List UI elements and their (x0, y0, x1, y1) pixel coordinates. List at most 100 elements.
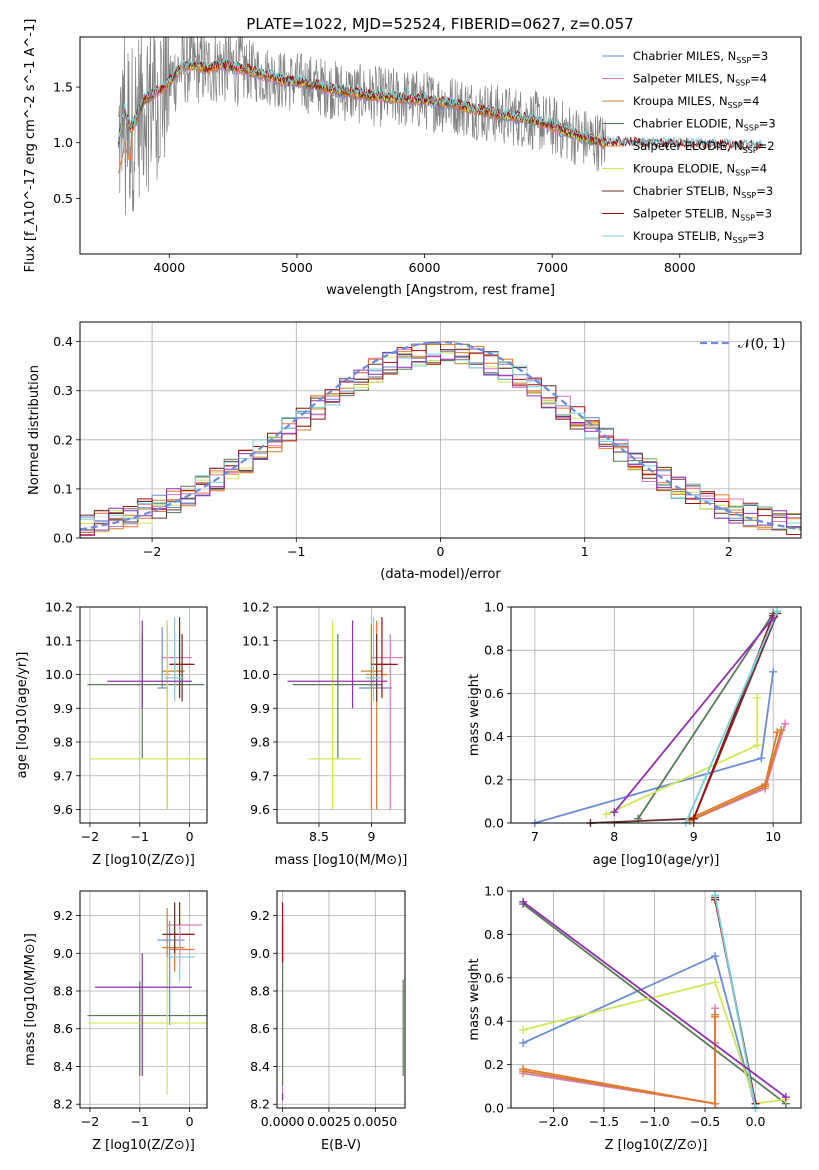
legend-entry: Salpeter MILES, NSSP=4 (633, 72, 767, 88)
plus-marker (761, 780, 770, 789)
legend-entry: Chabrier STELIB, NSSP=3 (633, 184, 773, 200)
x-tick-label: −0.5 (690, 1114, 720, 1129)
y-tick-label: 0.8 (484, 643, 504, 658)
legend-entry: Salpeter STELIB, NSSP=3 (633, 207, 772, 223)
spectrum-plot (117, 37, 763, 216)
series-line (637, 613, 774, 820)
plus-marker (711, 891, 720, 900)
residuals-xlabel: (data-model)/error (380, 567, 501, 582)
legend-entry: Kroupa ELODIE, NSSP=4 (633, 162, 767, 178)
x-tick-label: 5000 (281, 260, 313, 275)
series-line (522, 954, 757, 1109)
y-tick-label: 0.0 (53, 531, 73, 546)
plus-marker (781, 719, 790, 728)
residuals-axes: −2 −1 0 1 2 0.0 0.1 0.2 0.3 0.4 (53, 322, 801, 559)
legend-entry: Chabrier ELODIE, NSSP=3 (633, 117, 776, 133)
x-tick-label: −2 (81, 829, 99, 844)
x-tick-label: 8000 (664, 260, 696, 275)
y-tick-label: 8.4 (250, 1059, 270, 1074)
plus-marker (769, 613, 778, 622)
residuals-legend: 𝒩(0, 1) (700, 337, 785, 352)
model-line-salpeter-stelib (117, 57, 763, 151)
x-tick-label: 4000 (153, 260, 185, 275)
x-tick-label: 7000 (536, 260, 568, 275)
age_vs_weight-ylabel: mass weight (467, 674, 482, 756)
y-tick-label: 9.2 (53, 908, 73, 923)
y-tick-label: 1.0 (53, 135, 73, 150)
mass_vs_age-xlabel: mass [log10(M/M⊙)] (275, 853, 408, 868)
plus-marker (711, 1012, 720, 1021)
plus-marker (711, 1099, 720, 1108)
spectrum-frame (79, 36, 802, 255)
gaussian-curve (80, 341, 801, 531)
spectrum-xlabel: wavelength [Angstrom, rest frame] (326, 283, 555, 298)
legend-entry: 𝒩(0, 1) (738, 337, 785, 352)
legend-entry: Kroupa STELIB, NSSP=3 (633, 229, 764, 245)
series-line (689, 723, 786, 822)
y-tick-label: 1.5 (53, 80, 73, 95)
residuals-plot (80, 341, 801, 536)
y-tick-label: 0.2 (484, 1057, 504, 1072)
age_vs_weight-frame (510, 606, 802, 824)
plus-marker (769, 667, 778, 676)
x-tick-label: 0 (437, 544, 445, 559)
age_vs_weight-xlabel: age [log10(age/yr)] (593, 853, 720, 868)
figure-title: PLATE=1022, MJD=52524, FIBERID=0627, z=0… (246, 15, 633, 33)
y-tick-label: 9.9 (53, 701, 73, 716)
x-tick-label: 9 (690, 829, 698, 844)
y-tick-label: 9.8 (250, 735, 270, 750)
x-tick-label: −1.0 (639, 1114, 669, 1129)
Z_vs_weight-series (519, 891, 790, 1112)
x-tick-label: 7 (531, 829, 539, 844)
Z_vs_weight-frame (510, 890, 802, 1109)
y-tick-label: 8.6 (53, 1021, 73, 1036)
plus-marker (773, 607, 782, 616)
mass_vs_age-points (287, 617, 403, 810)
y-tick-label: 9.9 (250, 701, 270, 716)
legend-entry: Salpeter ELODIE, NSSP=2 (633, 139, 775, 155)
plus-marker (753, 693, 762, 702)
plus-marker (519, 1064, 528, 1073)
series-line (613, 617, 774, 813)
histogram-step-kroupa-stelib (80, 351, 801, 530)
y-tick-label: 0.4 (484, 729, 504, 744)
x-tick-label: 0.0050 (353, 1114, 397, 1129)
series-line (522, 981, 786, 1105)
ebv_vs_mass-points (281, 902, 404, 1101)
y-tick-label: 9.7 (250, 768, 270, 783)
plus-marker (689, 814, 698, 823)
plus-marker (757, 754, 766, 763)
legend-entry: Chabrier MILES, NSSP=3 (633, 49, 768, 65)
x-tick-label: 9 (367, 829, 375, 844)
x-tick-label: −2 (81, 1114, 99, 1129)
x-tick-label: −2.0 (538, 1114, 568, 1129)
y-tick-label: 9.2 (250, 908, 270, 923)
y-tick-label: 0.0 (484, 816, 504, 831)
x-tick-label: −1 (131, 1114, 149, 1129)
x-tick-label: 8 (610, 829, 618, 844)
y-tick-label: 9.6 (250, 802, 270, 817)
Z_vs_age-frame (79, 606, 208, 824)
y-tick-label: 9.7 (53, 768, 73, 783)
y-tick-label: 10.2 (45, 600, 73, 615)
Z_vs_weight-xlabel: Z [log10(Z/Z⊙)] (605, 1138, 708, 1153)
y-tick-label: 0.2 (53, 432, 73, 447)
plus-marker (753, 741, 762, 750)
Z_vs_age-axes: −2 −1 0 9.6 9.7 9.8 9.9 10.0 10.1 10.2 (45, 600, 207, 844)
series-line (522, 903, 787, 1105)
x-tick-label: 6000 (409, 260, 441, 275)
ebv_vs_mass-frame (276, 890, 406, 1109)
Z_vs_mass-frame (79, 890, 208, 1109)
Z_vs_age-ylabel: age [log10(age/yr)] (15, 652, 30, 779)
series-line (522, 901, 787, 1098)
Z_vs_age-points (87, 617, 207, 810)
histogram-step-chabrier-stelib (80, 342, 801, 528)
x-tick-label: 8.5 (309, 829, 329, 844)
y-tick-label: 0.5 (53, 191, 73, 206)
y-tick-label: 0.6 (484, 686, 504, 701)
mass_vs_age-axes: 8.5 9 9.6 9.7 9.8 9.9 10.0 10.1 10.2 (242, 600, 405, 844)
plus-marker (519, 1038, 528, 1047)
mass_vs_age-frame (276, 606, 406, 824)
series-line (714, 895, 757, 1109)
